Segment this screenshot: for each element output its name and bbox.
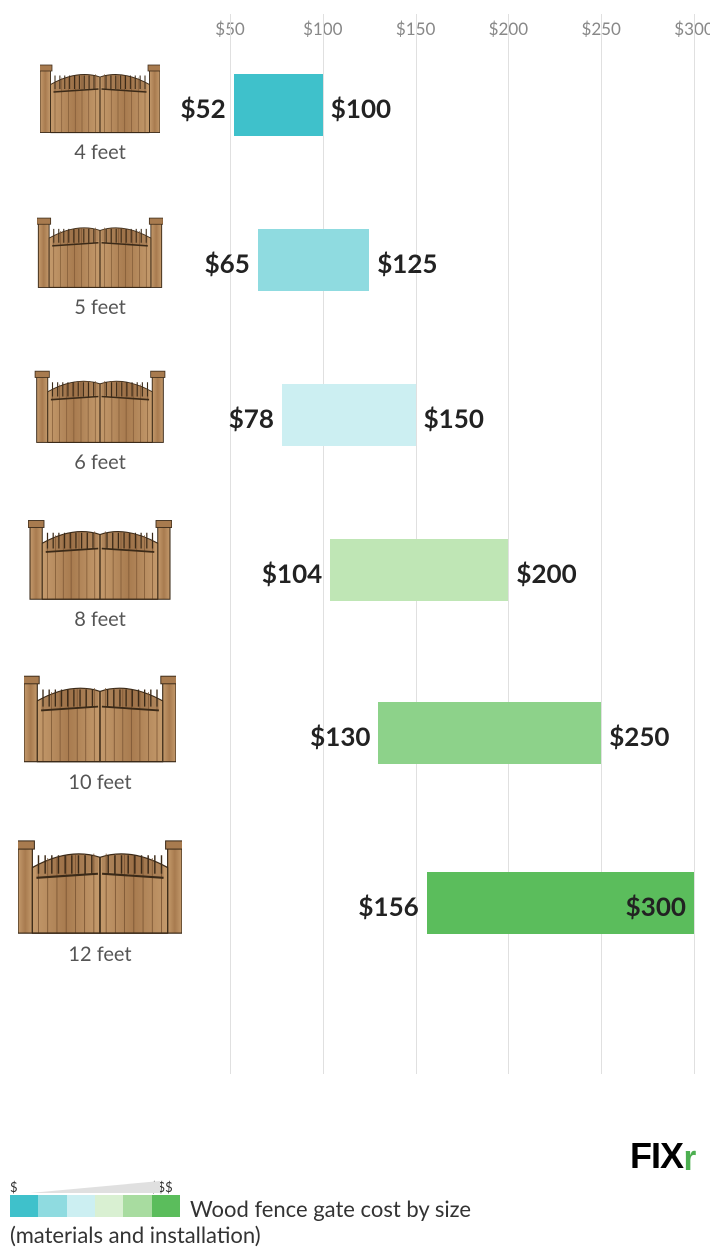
category-label: 6 feet bbox=[19, 450, 181, 474]
bar-high-label: $100 bbox=[331, 92, 391, 124]
legend-swatch bbox=[95, 1195, 123, 1217]
bar-low-label: $78 bbox=[229, 402, 274, 434]
gate-icon bbox=[34, 368, 166, 448]
bar-high-label: $300 bbox=[626, 890, 686, 922]
legend-swatch bbox=[38, 1195, 66, 1217]
gridline bbox=[323, 14, 324, 1074]
bar-high-label: $125 bbox=[377, 247, 437, 279]
range-bar bbox=[234, 74, 323, 136]
gate-icon bbox=[40, 62, 160, 138]
legend-swatch bbox=[67, 1195, 95, 1217]
bar-low-label: $156 bbox=[358, 890, 418, 922]
gate-icon bbox=[24, 672, 176, 768]
gridline bbox=[230, 14, 231, 1074]
category-label: 10 feet bbox=[9, 770, 191, 794]
category-label: 12 feet bbox=[3, 942, 197, 966]
range-bar bbox=[378, 702, 601, 764]
category-label: 4 feet bbox=[25, 140, 175, 164]
legend-low-marker: $ bbox=[10, 1179, 18, 1195]
bar-high-label: $200 bbox=[516, 557, 576, 589]
legend-title: Wood fence gate cost by size bbox=[190, 1195, 471, 1222]
gate-icon bbox=[18, 836, 182, 940]
legend-swatches bbox=[10, 1195, 180, 1217]
x-axis-labels: $50$100$150$200$250$300 bbox=[0, 18, 710, 42]
legend-swatch bbox=[10, 1195, 38, 1217]
bar-high-label: $150 bbox=[424, 402, 484, 434]
range-bar bbox=[330, 539, 508, 601]
logo-text-accent: r bbox=[684, 1137, 696, 1179]
range-bar bbox=[258, 229, 369, 291]
legend-swatch bbox=[152, 1195, 180, 1217]
legend-scale-triangle bbox=[30, 1181, 160, 1193]
gate-icon bbox=[28, 517, 172, 605]
bar-high-label: $250 bbox=[609, 720, 669, 752]
gate-icon bbox=[37, 215, 163, 293]
bar-low-label: $65 bbox=[205, 247, 250, 279]
fixr-logo: FIXr bbox=[630, 1135, 696, 1177]
bar-low-label: $104 bbox=[262, 557, 322, 589]
legend-subtitle: (materials and installation) bbox=[10, 1221, 261, 1248]
category-label: 5 feet bbox=[22, 295, 178, 319]
axis-tick-label: $300 bbox=[674, 18, 710, 39]
bar-low-label: $130 bbox=[310, 720, 370, 752]
range-bar bbox=[282, 384, 416, 446]
gridline bbox=[694, 14, 695, 1074]
category-label: 8 feet bbox=[13, 607, 187, 631]
logo-text-main: FIX bbox=[630, 1135, 683, 1176]
chart-area: $50$100$150$200$250$300 bbox=[0, 0, 710, 1080]
legend-swatch bbox=[123, 1195, 151, 1217]
bar-low-label: $52 bbox=[180, 92, 225, 124]
